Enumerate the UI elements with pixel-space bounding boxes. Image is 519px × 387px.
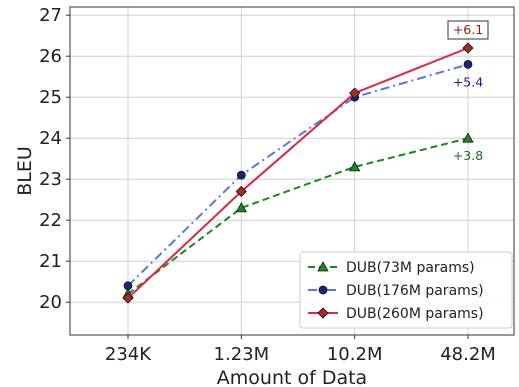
series-line [127, 137, 469, 295]
data-point [123, 281, 133, 291]
x-axis-ticks: 234K 1.23M 10.2M 48.2M [105, 335, 496, 365]
data-point [235, 202, 248, 213]
legend-label: DUB(176M params) [346, 283, 484, 299]
legend-entry: DUB(176M params) [308, 283, 484, 299]
y-axis-title: BLEU [14, 146, 36, 196]
annotations: +3.8 +5.4 +6.1 [447, 20, 489, 163]
legend-entry: DUB(73M params) [308, 260, 475, 276]
x-axis-title: Amount of Data [217, 367, 367, 387]
plot-frame [69, 6, 515, 336]
x-tick-label: 1.23M [214, 344, 270, 365]
x-tick-label: 48.2M [440, 344, 496, 365]
data-point [462, 132, 474, 143]
y-tick-label: 25 [39, 87, 62, 108]
series-lines [122, 42, 474, 304]
legend-entry: DUB(260M params) [308, 306, 484, 322]
annotation-label: +6.1 [453, 22, 483, 37]
annotation-label: +5.4 [453, 74, 483, 89]
y-tick-label: 21 [39, 251, 62, 272]
data-point [235, 185, 247, 198]
data-point [349, 87, 361, 99]
legend-swatch-marker [317, 261, 329, 272]
annotation-label: +3.8 [453, 148, 483, 163]
legend: DUB(73M params) DUB(176M params) DUB(260M … [299, 251, 513, 329]
y-axis-ticks: 20 21 22 23 24 25 26 27 [39, 5, 70, 313]
y-tick-label: 26 [39, 46, 62, 67]
y-tick-label: 22 [39, 210, 62, 231]
y-tick-label: 23 [39, 169, 62, 190]
legend-label: DUB(73M params) [346, 260, 475, 276]
annotation-box [447, 20, 489, 40]
legend-swatch-marker [318, 285, 328, 295]
x-tick-label: 10.2M [327, 344, 383, 365]
y-tick-label: 24 [39, 128, 62, 149]
data-point [122, 292, 134, 304]
data-point [348, 161, 361, 172]
y-tick-label: 27 [39, 5, 62, 26]
series-line [127, 47, 469, 299]
legend-box [299, 251, 513, 329]
data-point [462, 42, 474, 54]
legend-swatch-marker [317, 307, 329, 319]
series-3 [122, 42, 474, 304]
data-point [236, 170, 246, 180]
legend-label: DUB(260M params) [346, 306, 484, 322]
y-tick-label: 20 [39, 292, 62, 313]
series-line [127, 63, 469, 287]
data-point [463, 60, 473, 69]
x-tick-label: 234K [105, 344, 152, 365]
